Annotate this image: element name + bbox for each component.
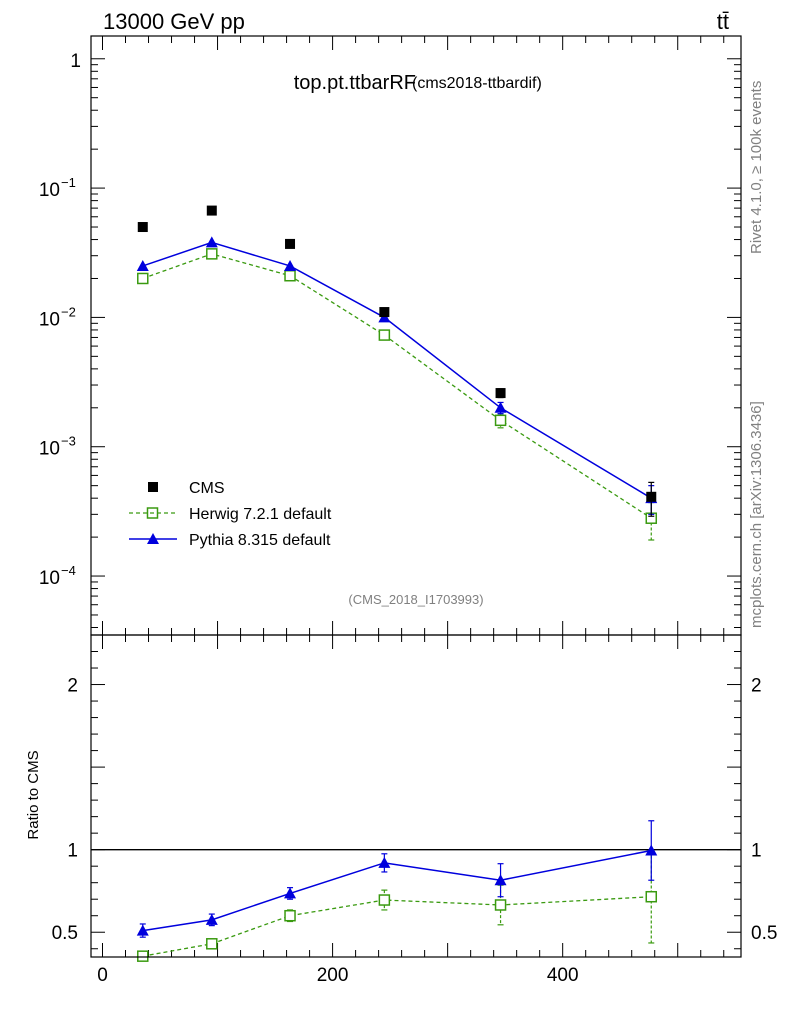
rivet-label: Rivet 4.1.0, ≥ 100k events	[748, 81, 765, 254]
cms-point	[137, 222, 148, 233]
ratio-pythia-point	[284, 887, 297, 899]
main-y-tick-exponent: −3	[61, 434, 76, 449]
ratio-y-tick-label-right: 1	[751, 841, 762, 862]
pythia-point	[494, 401, 507, 413]
legend-cms-marker	[148, 482, 158, 492]
ratio-plot-marks	[136, 820, 658, 962]
ratio-herwig-point	[645, 890, 658, 903]
cms-point	[646, 491, 657, 502]
plot-title: top.pt.ttbarRF	[294, 72, 416, 94]
ratio-pythia-point	[136, 924, 149, 936]
ratio-y-tick-label-left: 1	[67, 841, 78, 862]
ratio-herwig-point	[137, 950, 149, 962]
main-y-tick-label: 10	[39, 568, 60, 589]
main-y-tick-label: 1	[70, 51, 81, 72]
cms-point	[285, 238, 296, 249]
legend-herwig-label: Herwig 7.2.1 default	[189, 506, 332, 523]
energy-label: 13000 GeV pp	[103, 9, 245, 34]
ratio-plot-frame	[90, 634, 742, 958]
cms-point	[206, 205, 217, 216]
ratio-ylabel: Ratio to CMS	[25, 750, 42, 839]
ratio-pythia-line	[142, 849, 652, 932]
herwig-line	[142, 253, 652, 519]
herwig-point	[494, 414, 507, 427]
ratio-y-tick-label-right: 2	[751, 676, 762, 697]
ratio-pythia-point	[205, 913, 218, 925]
herwig-point	[137, 272, 149, 285]
ratio-pythia-point	[645, 844, 658, 856]
herwig-point	[378, 329, 391, 341]
herwig-point	[284, 269, 296, 282]
legend-pythia-label: Pythia 8.315 default	[189, 532, 331, 549]
x-tick-label: 0	[97, 965, 108, 986]
analysis-id: (CMS_2018_I1703993)	[348, 592, 483, 607]
mcplots-label: mcplots.cern.ch [arXiv:1306.3436]	[748, 401, 765, 628]
legend: CMS Herwig 7.2.1 default Pythia 8.315 de…	[129, 480, 332, 549]
ratio-y-tick-label-right: 0.5	[751, 923, 777, 944]
main-y-tick-label: 10	[39, 180, 60, 201]
ratio-herwig-point	[378, 894, 391, 906]
ratio-pythia-point	[378, 856, 391, 868]
process-label: tt̄	[717, 9, 729, 34]
main-y-tick-label: 10	[39, 309, 60, 330]
pythia-line	[142, 241, 652, 499]
ratio-herwig-point	[494, 899, 507, 911]
main-y-tick-exponent: −2	[61, 304, 76, 319]
x-tick-label: 400	[547, 965, 579, 986]
main-y-tick-exponent: −1	[61, 175, 76, 190]
pythia-point	[284, 259, 297, 271]
ratio-y-tick-label-left: 0.5	[52, 923, 78, 944]
x-tick-label: 200	[317, 965, 349, 986]
plot-subtitle: (cms2018-ttbardif)	[412, 75, 542, 92]
ratio-herwig-line	[142, 896, 652, 957]
ratio-pythia-point	[494, 874, 507, 886]
legend-herwig-marker	[146, 507, 159, 519]
herwig-point	[206, 248, 218, 260]
cms-point	[495, 388, 506, 399]
legend-cms-label: CMS	[189, 480, 225, 497]
ratio-herwig-point	[284, 909, 296, 922]
legend-pythia-marker	[147, 533, 159, 544]
main-plot-marks	[136, 205, 658, 541]
main-y-tick-label: 10	[39, 439, 60, 460]
ratio-axis-ticks: 2 2 1 1 0.5 0.5 0 200 400	[52, 635, 777, 986]
ratio-herwig-point	[206, 938, 218, 950]
pythia-point	[205, 236, 218, 248]
ratio-y-tick-label-left: 2	[67, 676, 78, 697]
pythia-point	[136, 259, 149, 271]
cms-point	[379, 307, 390, 318]
main-y-tick-exponent: −4	[61, 563, 76, 578]
main-axis-ticks: 110−110−210−310−4	[39, 36, 741, 635]
